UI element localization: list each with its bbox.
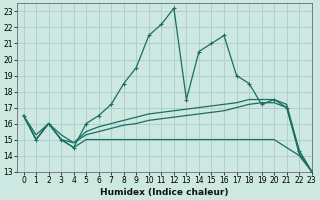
X-axis label: Humidex (Indice chaleur): Humidex (Indice chaleur) (100, 188, 229, 197)
